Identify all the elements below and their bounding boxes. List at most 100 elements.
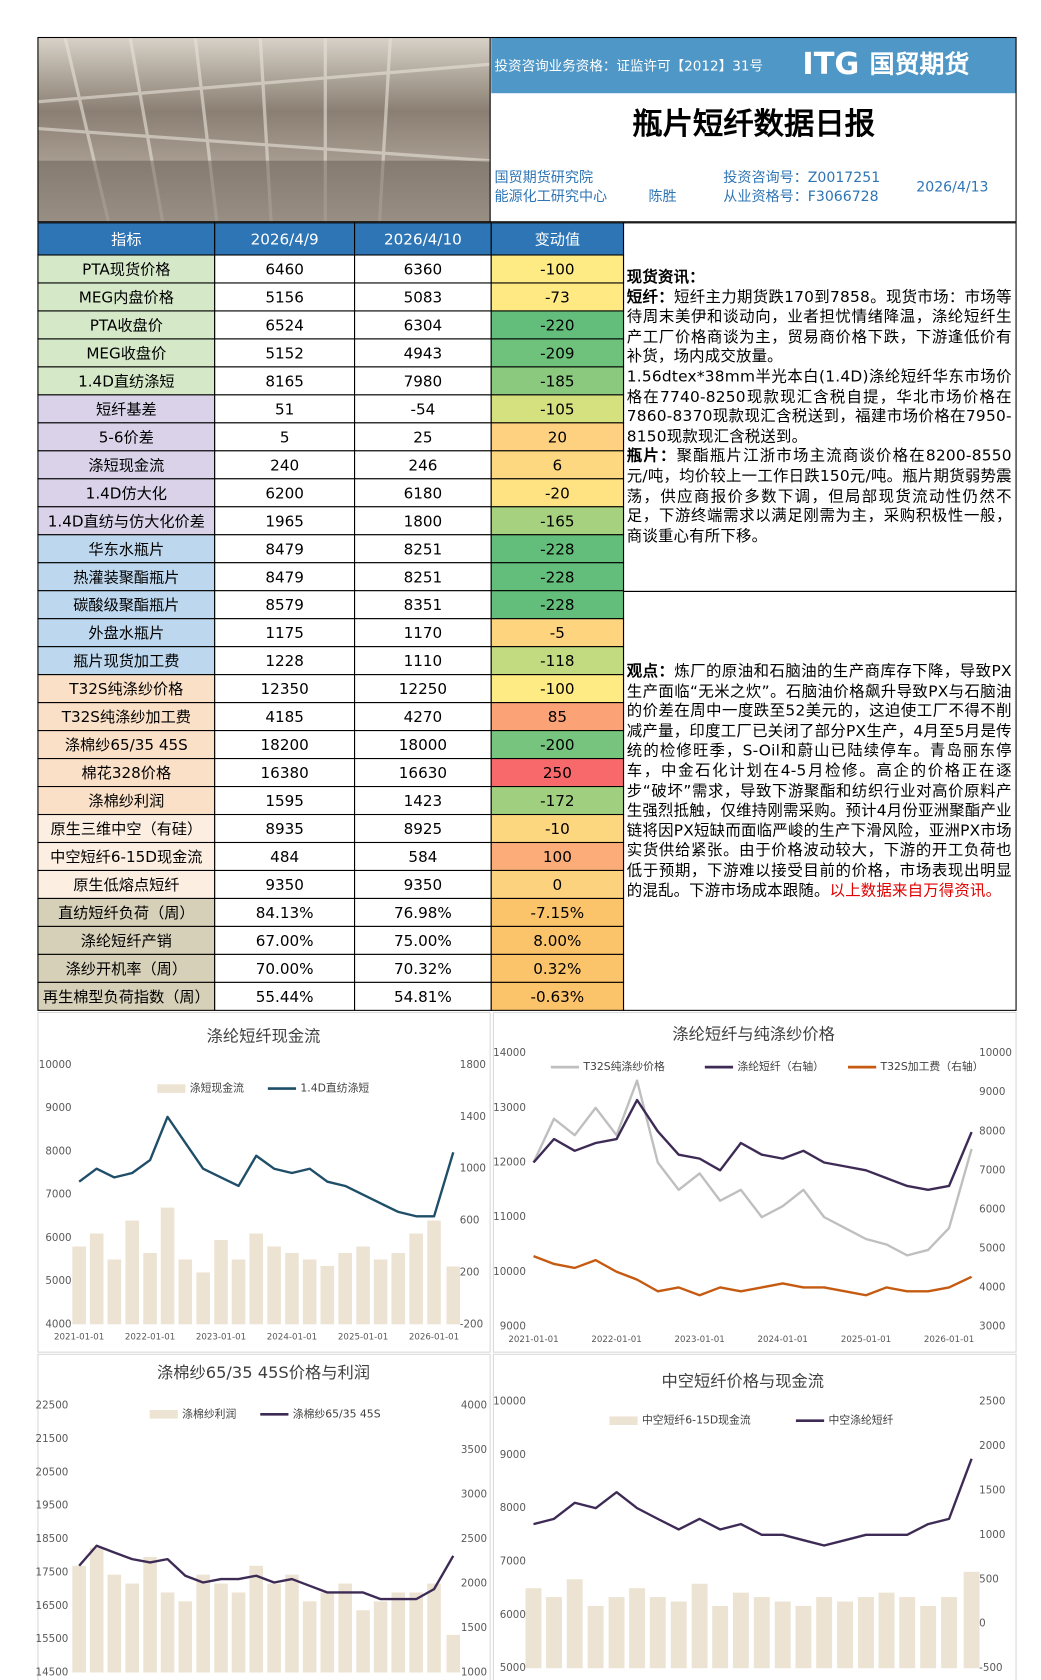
legend-label: 涤棉纱利润 <box>182 1407 236 1420</box>
y-tick-label: 7000 <box>500 1556 526 1568</box>
view-label: 观点： <box>626 663 675 681</box>
y2-tick-label: 200 <box>460 1266 480 1278</box>
table-cell <box>214 953 356 983</box>
bar <box>409 1233 423 1325</box>
y-tick-label: 12000 <box>493 1157 526 1169</box>
cell-value: 75.00% <box>394 932 452 950</box>
table-cell <box>354 562 492 592</box>
y2-tick-label: 2000 <box>979 1440 1005 1452</box>
chart-title: 涤纶短纤现金流 <box>207 1027 321 1046</box>
legend-label: 1.4D直纺涤短 <box>300 1082 369 1095</box>
cell-value: 4185 <box>265 708 304 726</box>
bar <box>963 1571 980 1669</box>
table-cell <box>354 646 492 676</box>
x-tick-label: 2026-01-01 <box>409 1333 459 1343</box>
cell-value: -228 <box>540 568 574 586</box>
table-cell <box>490 534 625 564</box>
legend-swatch <box>609 1416 638 1425</box>
y-tick-label: 21500 <box>36 1433 69 1445</box>
table-cell <box>214 674 356 704</box>
bar <box>338 1252 353 1325</box>
bar <box>285 1252 299 1325</box>
bar <box>249 1233 264 1325</box>
bar <box>125 1583 140 1673</box>
spot-heading: 现货资讯： <box>626 268 705 287</box>
bar <box>320 1265 335 1325</box>
cell-value: 8925 <box>404 820 443 838</box>
cell-value: 20 <box>548 428 567 446</box>
cell-value: 0 <box>553 876 563 894</box>
bar <box>143 1556 157 1673</box>
table-cell <box>37 254 216 284</box>
x-tick-label: 2025-01-01 <box>841 1335 891 1345</box>
y-tick-label: 13000 <box>493 1102 526 1114</box>
license-no: 从业资格号：F3066728 <box>723 189 878 205</box>
bar <box>774 1601 791 1669</box>
bar <box>446 1266 461 1325</box>
x-tick-label: 2022-01-01 <box>125 1333 175 1343</box>
charts: 涤纶短纤现金流40005000600070008000900010000-200… <box>36 1011 1017 1680</box>
consult-no: 投资咨询号：Z0017251 <box>723 170 880 186</box>
cell-value: 67.00% <box>256 932 314 950</box>
cell-value: -185 <box>540 373 574 391</box>
row-label: 涤纱开机率（周） <box>66 960 187 978</box>
header-cell <box>37 222 216 256</box>
bar <box>125 1220 140 1325</box>
column-header: 指标 <box>111 231 141 249</box>
legend-label: T32S加工费（右轴） <box>880 1060 984 1073</box>
bar <box>409 1592 423 1673</box>
cell-value: 70.32% <box>394 960 452 978</box>
brand: 国贸期货 <box>870 49 970 78</box>
y2-tick-label: 3000 <box>979 1320 1005 1332</box>
bar <box>285 1574 299 1673</box>
column-header: 2026/4/9 <box>251 231 319 249</box>
y2-tick-label: 9000 <box>979 1086 1005 1098</box>
bar <box>72 1565 86 1673</box>
cell-value: 8479 <box>265 568 304 586</box>
legend-label: 涤棉纱65/35 45S <box>293 1407 381 1420</box>
cell-value: -118 <box>540 652 574 670</box>
row-label: 棉花328价格 <box>82 764 172 782</box>
table-cell <box>354 422 492 452</box>
row-label: 再生棉型负荷指数（周） <box>43 988 210 1006</box>
cell-value: 9350 <box>265 876 304 894</box>
table-cell <box>214 282 356 312</box>
table-cell <box>37 730 216 760</box>
bar <box>816 1597 833 1669</box>
y2-tick-label: 4000 <box>461 1400 487 1412</box>
bar <box>178 1601 193 1673</box>
cell-value: -73 <box>545 289 570 307</box>
bar <box>670 1601 687 1669</box>
report-date: 2026/4/13 <box>916 180 988 196</box>
row-label: 碳酸级聚酯瓶片 <box>73 596 179 614</box>
y-tick-label: 5000 <box>45 1275 71 1287</box>
table-cell <box>490 450 625 480</box>
bar <box>267 1583 281 1673</box>
row-label: 涤棉纱利润 <box>88 792 164 810</box>
legend-label: 涤纶短纤（右轴） <box>737 1060 824 1073</box>
cell-value: 6304 <box>404 317 443 335</box>
column-header: 2026/4/10 <box>384 231 462 249</box>
y-tick-label: 10000 <box>39 1059 72 1071</box>
view-box <box>622 590 1017 1011</box>
bar <box>753 1597 770 1669</box>
cell-value: 12250 <box>399 680 447 698</box>
table-cell <box>37 450 216 480</box>
table-cell <box>37 925 216 955</box>
cell-value: 8251 <box>404 568 443 586</box>
y2-tick-label: 4000 <box>979 1281 1005 1293</box>
table-cell <box>214 786 356 816</box>
table-cell <box>354 869 492 899</box>
cell-value: 8.00% <box>533 932 581 950</box>
table-cell <box>490 786 625 816</box>
table-cell <box>490 730 625 760</box>
x-tick-label: 2022-01-01 <box>591 1335 641 1345</box>
table-cell <box>490 646 625 676</box>
center: 能源化工研究中心 <box>494 189 607 205</box>
bar <box>373 1259 388 1325</box>
row-label: 原生三维中空（有硅） <box>50 820 202 838</box>
row-label: 瓶片现货加工费 <box>73 652 179 670</box>
y2-tick-label: 1500 <box>979 1484 1005 1496</box>
table-cell <box>214 534 356 564</box>
